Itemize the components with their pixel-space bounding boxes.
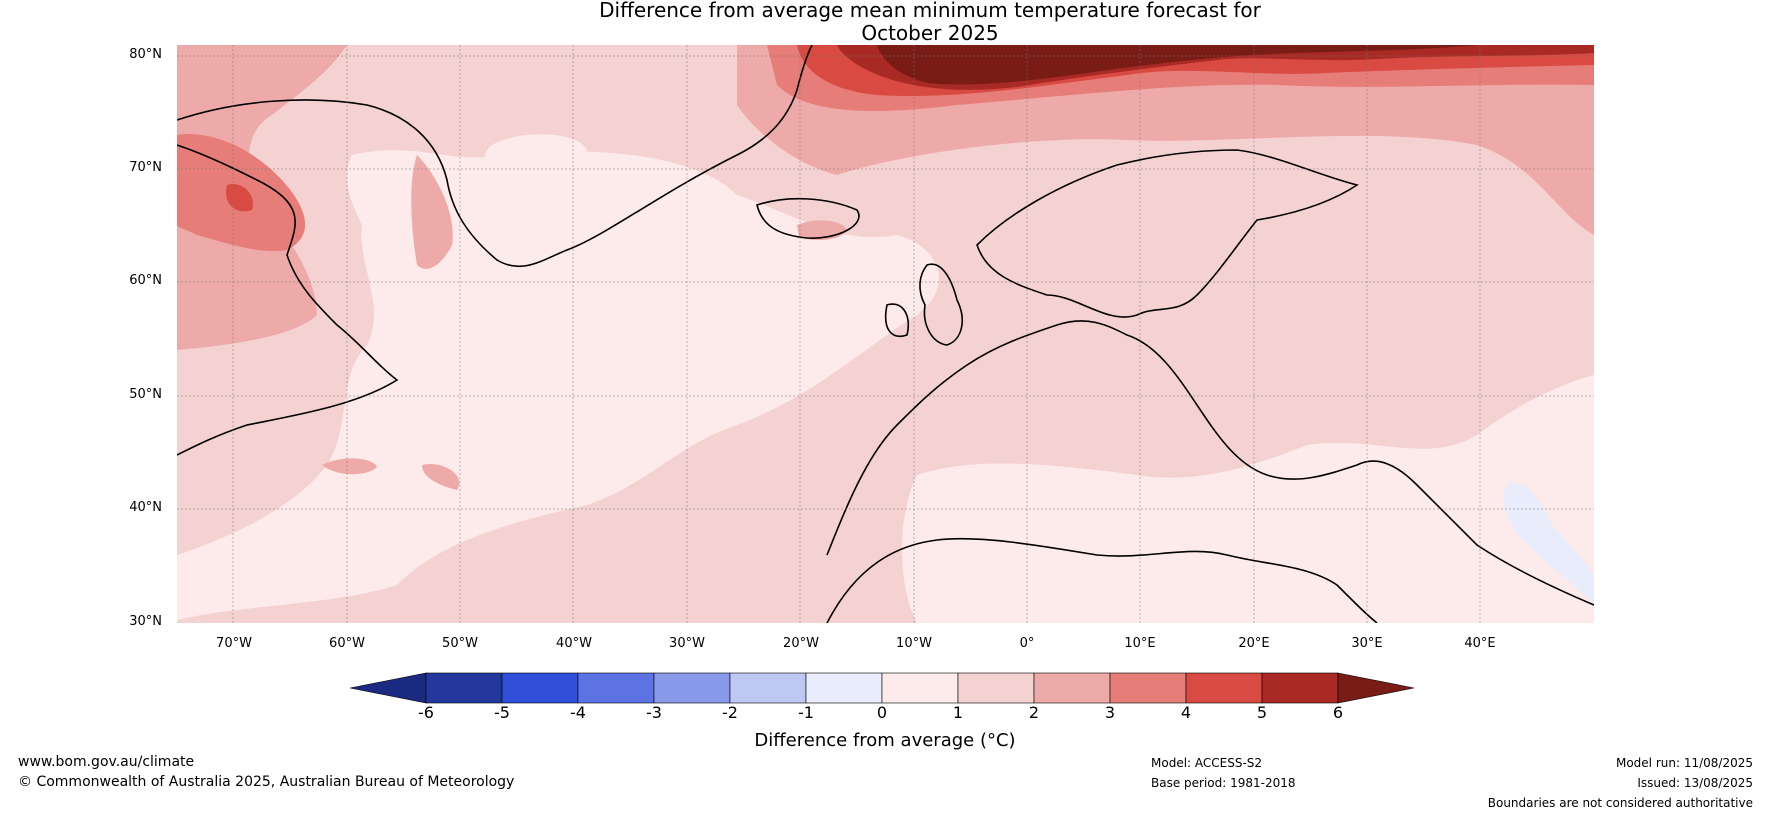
footer-model-run: Model run: 11/08/2025 — [1615, 756, 1753, 770]
colorbar-tick-label: -1 — [798, 703, 814, 722]
colorbar-segment — [881, 672, 959, 704]
anomaly-zone-denmark-strait — [411, 155, 453, 269]
colorbar-tick-label: -6 — [418, 703, 434, 722]
colorbar-segment — [1185, 672, 1263, 704]
coastlines — [177, 45, 1594, 623]
lon-label-40w: 40°W — [556, 636, 592, 651]
colorbar-segment — [805, 672, 883, 704]
colorbar-tick-label: 2 — [1028, 703, 1040, 722]
lon-label-60w: 60°W — [329, 636, 365, 651]
footer-base-period: Base period: 1981-2018 — [1151, 776, 1296, 790]
colorbar-tick-label: -2 — [722, 703, 738, 722]
lon-label-0: 0° — [1019, 636, 1035, 651]
map-title-line1: Difference from average mean minimum tem… — [599, 0, 1261, 22]
coastline-greenland — [177, 45, 813, 268]
colorbar-segment — [1109, 672, 1187, 704]
lon-label-30w: 30°W — [669, 636, 705, 651]
footer-website[interactable]: www.bom.gov.au/climate — [18, 754, 195, 770]
lon-label-30e: 30°E — [1351, 636, 1383, 651]
colorbar-segment — [957, 672, 1035, 704]
colorbar-tick-label: 3 — [1104, 703, 1116, 722]
colorbar-tick-label: 5 — [1256, 703, 1268, 722]
lon-label-50w: 50°W — [442, 636, 478, 651]
coastline-iceland — [756, 197, 860, 239]
colorbar-segment — [425, 672, 503, 704]
colorbar-segment — [729, 672, 807, 704]
colorbar-segment — [577, 672, 655, 704]
footer-copyright: © Commonwealth of Australia 2025, Austra… — [18, 774, 515, 790]
colorbar-tick-label: -3 — [646, 703, 662, 722]
colorbar-tick-label: 6 — [1332, 703, 1344, 722]
anomaly-zone-atlantic-patch-1 — [322, 458, 377, 475]
colorbar-segment — [501, 672, 579, 704]
colorbar — [350, 672, 1415, 704]
temperature-anomaly-map — [177, 45, 1594, 623]
colorbar-extend-under — [350, 672, 427, 704]
lon-label-10w: 10°W — [896, 636, 932, 651]
lat-label-40n: 40°N — [129, 500, 162, 515]
footer-issued: Issued: 13/08/2025 — [1637, 776, 1753, 790]
gridlines — [177, 45, 1594, 623]
coastline-continental-europe — [826, 320, 1594, 606]
colorbar-tick-label: 4 — [1180, 703, 1192, 722]
lat-label-80n: 80°N — [129, 47, 162, 62]
colorbar-tick-label: 0 — [876, 703, 888, 722]
lon-label-20e: 20°E — [1238, 636, 1270, 651]
colorbar-segment — [1261, 672, 1339, 704]
coastline-labrador — [177, 144, 399, 456]
lat-label-70n: 70°N — [129, 160, 162, 175]
lon-label-20w: 20°W — [783, 636, 819, 651]
colorbar-tick-label: -5 — [494, 703, 510, 722]
colorbar-tick-label: -4 — [570, 703, 586, 722]
anomaly-zone-central-atlantic — [177, 150, 939, 620]
colorbar-extend-over — [1337, 672, 1415, 704]
anomaly-zone-north-atlantic-patch — [485, 134, 588, 174]
colorbar-segment — [653, 672, 731, 704]
colorbar-label: Difference from average (°C) — [754, 730, 1016, 751]
footer-disclaimer: Boundaries are not considered authoritat… — [1487, 796, 1753, 810]
anomaly-zone-middle-east — [1502, 483, 1594, 605]
lon-label-10e: 10°E — [1124, 636, 1156, 651]
coastline-great-britain — [919, 263, 963, 346]
lat-label-50n: 50°N — [129, 387, 162, 402]
lon-label-70w: 70°W — [216, 636, 252, 651]
coastline-scandinavia — [976, 149, 1359, 318]
anomaly-zone-atlantic-patch-2 — [422, 464, 460, 490]
footer-model: Model: ACCESS-S2 — [1151, 756, 1263, 770]
colorbar-tick-label: 1 — [952, 703, 964, 722]
colorbar-segment — [1033, 672, 1111, 704]
anomaly-zone-labrador — [177, 45, 347, 350]
anomaly-zone-mediterranean — [902, 375, 1594, 623]
coastline-ireland — [885, 303, 909, 337]
lat-label-60n: 60°N — [129, 273, 162, 288]
lon-label-40e: 40°E — [1464, 636, 1496, 651]
map-title-line2: October 2025 — [861, 21, 999, 45]
coastline-north-africa — [826, 537, 1378, 623]
lat-label-30n: 30°N — [129, 614, 162, 629]
